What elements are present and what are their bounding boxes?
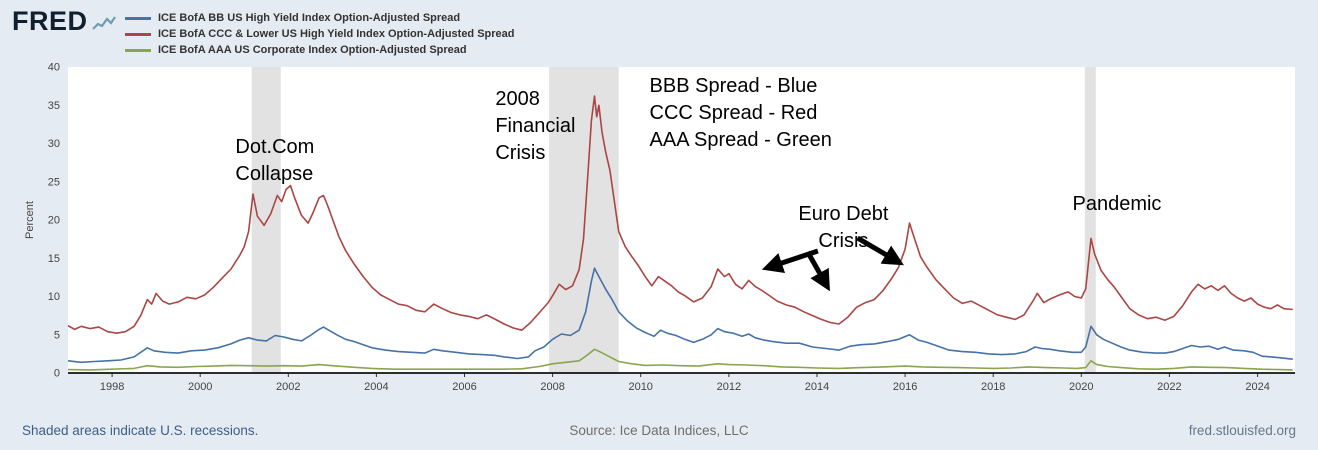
svg-text:2020: 2020 — [1069, 381, 1093, 393]
legend-label-aaa: ICE BofA AAA US Corporate Index Option-A… — [158, 44, 467, 56]
fred-logo-text: FRED — [12, 6, 88, 36]
y-axis-title: Percent — [24, 201, 36, 239]
svg-text:40: 40 — [48, 62, 60, 74]
source-label: Source: Ice Data Indices, LLC — [569, 423, 749, 438]
legend-item-bb: ICE BofA BB US High Yield Index Option-A… — [125, 10, 515, 26]
svg-text:2000: 2000 — [188, 381, 212, 393]
svg-text:35: 35 — [48, 100, 60, 112]
svg-text:0: 0 — [54, 368, 60, 380]
svg-text:2002: 2002 — [276, 381, 300, 393]
legend-swatch-bb — [125, 16, 151, 20]
svg-text:2022: 2022 — [1157, 381, 1181, 393]
legend-label-ccc: ICE BofA CCC & Lower US High Yield Index… — [158, 28, 515, 40]
svg-text:2006: 2006 — [452, 381, 476, 393]
svg-text:15: 15 — [48, 253, 60, 265]
legend-item-aaa: ICE BofA AAA US Corporate Index Option-A… — [125, 42, 515, 58]
svg-text:2010: 2010 — [628, 381, 652, 393]
svg-text:2016: 2016 — [893, 381, 917, 393]
svg-text:2024: 2024 — [1245, 381, 1269, 393]
legend-swatch-ccc — [125, 32, 151, 36]
svg-text:10: 10 — [48, 291, 60, 303]
svg-text:20: 20 — [48, 215, 60, 227]
svg-text:2008: 2008 — [540, 381, 564, 393]
fred-sparkline-icon — [91, 15, 116, 30]
fred-logo: FRED — [12, 6, 117, 37]
chart-legend: ICE BofA BB US High Yield Index Option-A… — [125, 10, 515, 58]
svg-text:2014: 2014 — [805, 381, 829, 393]
recession-note: Shaded areas indicate U.S. recessions. — [22, 423, 259, 438]
chart-footer: Shaded areas indicate U.S. recessions. S… — [0, 416, 1318, 450]
svg-text:25: 25 — [48, 176, 60, 188]
legend-label-bb: ICE BofA BB US High Yield Index Option-A… — [158, 12, 461, 24]
svg-text:30: 30 — [48, 138, 60, 150]
svg-text:5: 5 — [54, 329, 60, 341]
legend-swatch-aaa — [125, 48, 151, 52]
svg-text:1998: 1998 — [100, 381, 124, 393]
svg-text:2018: 2018 — [981, 381, 1005, 393]
svg-text:2012: 2012 — [717, 381, 741, 393]
legend-item-ccc: ICE BofA CCC & Lower US High Yield Index… — [125, 26, 515, 42]
svg-text:2004: 2004 — [364, 381, 388, 393]
site-label: fred.stlouisfed.org — [1188, 423, 1296, 438]
